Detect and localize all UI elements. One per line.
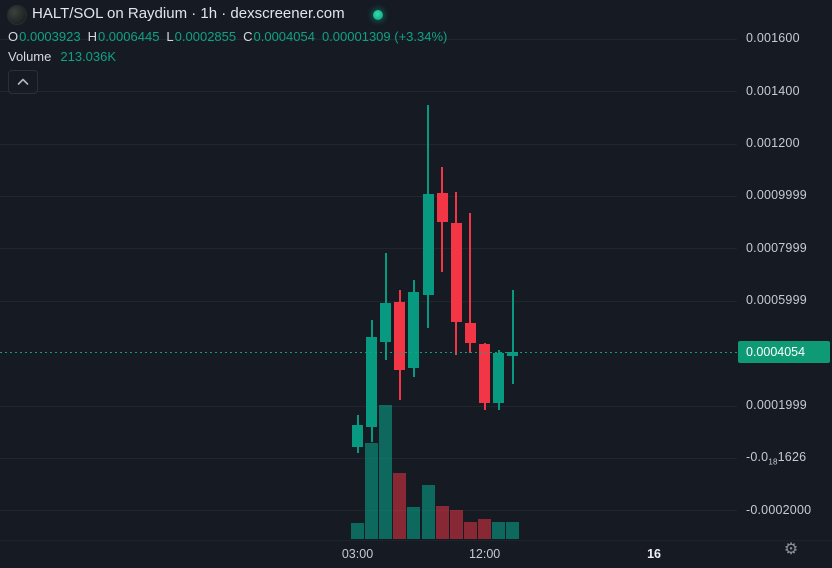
volume-label: Volume [8, 49, 52, 64]
ohlc-readout: O0.0003923 H0.0006445 L0.0002855 C0.0004054… [8, 29, 447, 44]
price-tick-label: 0.001200 [746, 136, 800, 150]
gridline [0, 300, 737, 302]
candle-body [507, 352, 519, 356]
price-tick-label: 0.0009999 [746, 188, 807, 203]
candle-body [422, 193, 434, 295]
time-tick-label: 16 [647, 547, 661, 561]
settings-gear-icon[interactable]: ⚙ [783, 541, 799, 558]
volume-bar [379, 405, 393, 539]
open-label: O [8, 29, 19, 44]
low-label: L [166, 29, 174, 44]
candle-body [479, 344, 491, 403]
volume-value: 213.036K [60, 49, 117, 64]
chevron-up-icon [17, 78, 29, 85]
volume-bar [365, 442, 379, 539]
volume-bar [478, 518, 492, 539]
last-price-line [0, 351, 737, 353]
candle-body [366, 336, 378, 427]
candle-wick [511, 289, 514, 384]
collapse-legend-button[interactable] [8, 70, 38, 94]
high-value: 0.0006445 [97, 29, 160, 44]
live-indicator-icon [373, 10, 383, 20]
volume-readout: Volume 213.036K [8, 49, 116, 64]
candle-body [493, 352, 505, 403]
change-value: 0.00001309 (+3.34%) [321, 29, 448, 44]
volume-bar [407, 506, 421, 539]
volume-bar [393, 473, 407, 539]
price-tick-label: 0.0005999 [746, 293, 807, 308]
candle-body [464, 322, 476, 343]
candle-body [352, 424, 363, 447]
volume-bar [421, 485, 435, 539]
volume-bar [351, 522, 364, 539]
pair-title: HALT/SOL on Raydium · 1h · dexscreener.c… [32, 5, 345, 22]
volume-bar [435, 505, 449, 539]
volume-bar [449, 509, 463, 539]
gridline [0, 195, 737, 197]
candle-body [436, 192, 448, 222]
chart-plot-area[interactable] [0, 0, 737, 540]
high-label: H [87, 29, 97, 44]
time-tick-label: 12:00 [468, 547, 501, 561]
candle-wick [469, 212, 472, 353]
price-tick-label: 0.0007999 [746, 240, 807, 255]
gridline [0, 248, 737, 250]
close-value: 0.0004054 [253, 29, 315, 44]
volume-bar [492, 521, 506, 539]
volume-bar [463, 521, 477, 539]
candle-body [450, 222, 462, 322]
price-tick-label: 0.001400 [746, 83, 800, 98]
candle-body [408, 291, 420, 368]
token-logo-icon [7, 5, 27, 25]
price-tick-label: 0.001600 [746, 31, 800, 46]
time-axis[interactable]: 03:00 12:00 16 [0, 540, 832, 568]
price-tick-label: 0.0001999 [746, 398, 807, 413]
volume-bar [506, 521, 520, 539]
price-tick-label: -0.0002000 [746, 502, 812, 517]
gridline [0, 38, 737, 40]
open-value: 0.0003923 [19, 29, 81, 44]
price-tick-label: -0.0181626 [746, 450, 807, 467]
low-value: 0.0002855 [174, 29, 237, 44]
time-tick-label: 03:00 [341, 547, 374, 561]
gridline [0, 143, 737, 145]
price-axis[interactable]: 0.0004054 0.001600 0.001400 0.001200 0.0009… [737, 0, 832, 540]
candle-body [394, 301, 406, 370]
candle-body [380, 303, 392, 342]
last-price-badge: 0.0004054 [738, 341, 830, 364]
close-label: C [243, 29, 253, 44]
gridline [0, 91, 737, 93]
